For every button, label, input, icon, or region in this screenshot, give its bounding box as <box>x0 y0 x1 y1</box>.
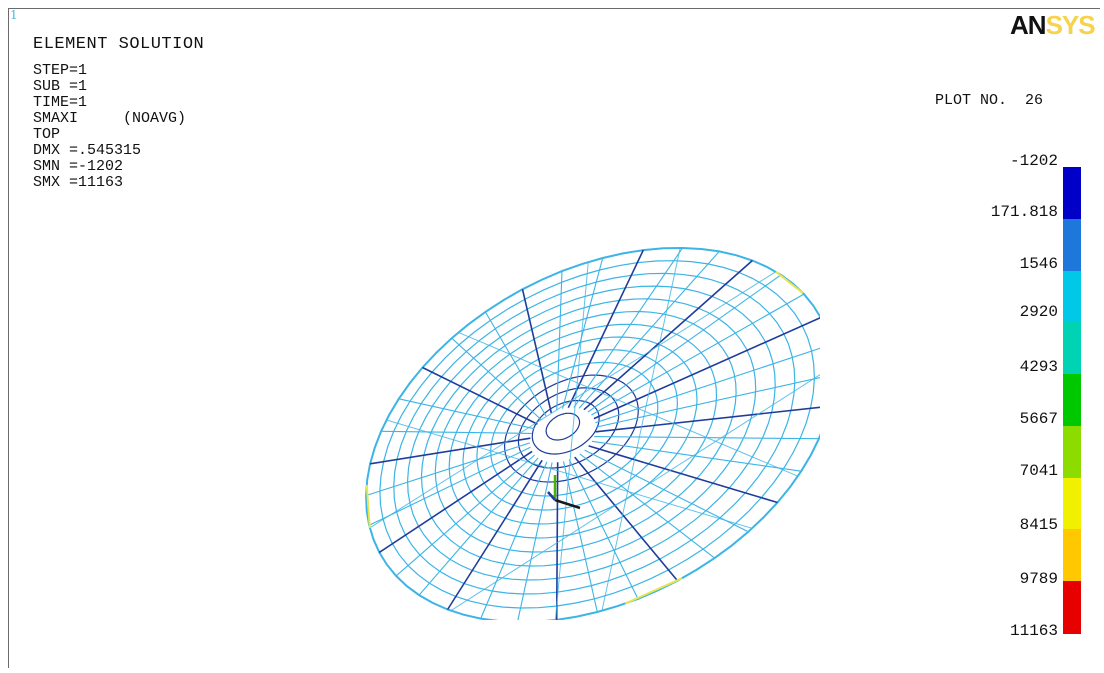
param-smx: SMX =11163 <box>33 175 186 191</box>
param-step: STEP=1 <box>33 63 186 79</box>
param-top: TOP <box>33 127 186 143</box>
mesh-brace-1 <box>451 366 820 611</box>
contour-legend-bar <box>1063 167 1081 633</box>
ansys-logo: ANSYS <box>1010 10 1095 41</box>
legend-label-6: 5667 <box>1020 410 1058 428</box>
mesh-spoke-16 <box>448 460 542 609</box>
mesh-svg <box>300 170 820 620</box>
deformed-dish-mesh <box>300 170 820 620</box>
mesh-spoke-4 <box>596 406 820 432</box>
legend-band-5 <box>1063 374 1081 427</box>
mesh-spoke-29 <box>557 271 562 410</box>
plot-title: ELEMENT SOLUTION <box>33 35 204 54</box>
param-dmx: DMX =.545315 <box>33 143 186 159</box>
param-smn: SMN =-1202 <box>33 159 186 175</box>
frame-border-left <box>8 8 9 668</box>
legend-band-7 <box>1063 478 1081 531</box>
mesh-spoke-26 <box>452 338 542 420</box>
legend-band-6 <box>1063 426 1081 479</box>
frame-border-top <box>8 8 1100 9</box>
mesh-ring-9 <box>435 312 736 553</box>
legend-label-3: 1546 <box>1020 255 1058 273</box>
mesh-spoke-9 <box>580 454 715 558</box>
mesh-spoke-34 <box>584 261 753 410</box>
legend-band-3 <box>1063 271 1081 324</box>
mesh-spoke-30 <box>563 258 603 409</box>
legend-label-10: 11163 <box>1010 622 1058 640</box>
param-sub: SUB =1 <box>33 79 186 95</box>
plot-number: PLOT NO. 26 <box>935 92 1043 109</box>
legend-label-4: 2920 <box>1020 303 1058 321</box>
legend-band-8 <box>1063 529 1081 582</box>
solution-parameters: STEP=1 SUB =1 TIME=1 SMAXI (NOAVG) TOP D… <box>33 63 186 191</box>
legend-label-8: 8415 <box>1020 516 1058 534</box>
mesh-spoke-12 <box>564 461 598 612</box>
legend-band-2 <box>1063 219 1081 272</box>
legend-label-5: 4293 <box>1020 358 1058 376</box>
param-smaxi: SMAXI (NOAVG) <box>33 111 186 127</box>
param-time: TIME=1 <box>33 95 186 111</box>
window-number: 1 <box>10 8 18 22</box>
mesh-spoke-33 <box>579 251 719 408</box>
mesh-ring-1 <box>546 413 580 440</box>
mesh-spoke-14 <box>518 463 553 621</box>
rim-accent-3 <box>776 272 803 293</box>
legend-label-9: 9789 <box>1020 570 1058 588</box>
legend-band-1 <box>1063 167 1081 220</box>
legend-band-9 <box>1063 581 1081 634</box>
legend-label-1: -1202 <box>1010 152 1058 170</box>
legend-band-4 <box>1063 322 1081 375</box>
mesh-spoke-24 <box>399 399 534 429</box>
legend-label-7: 7041 <box>1020 462 1058 480</box>
mesh-brace-4 <box>370 272 776 528</box>
mesh-spoke-18 <box>396 455 534 576</box>
legend-label-2: 171.818 <box>991 203 1058 221</box>
triad-x-axis <box>555 500 580 508</box>
